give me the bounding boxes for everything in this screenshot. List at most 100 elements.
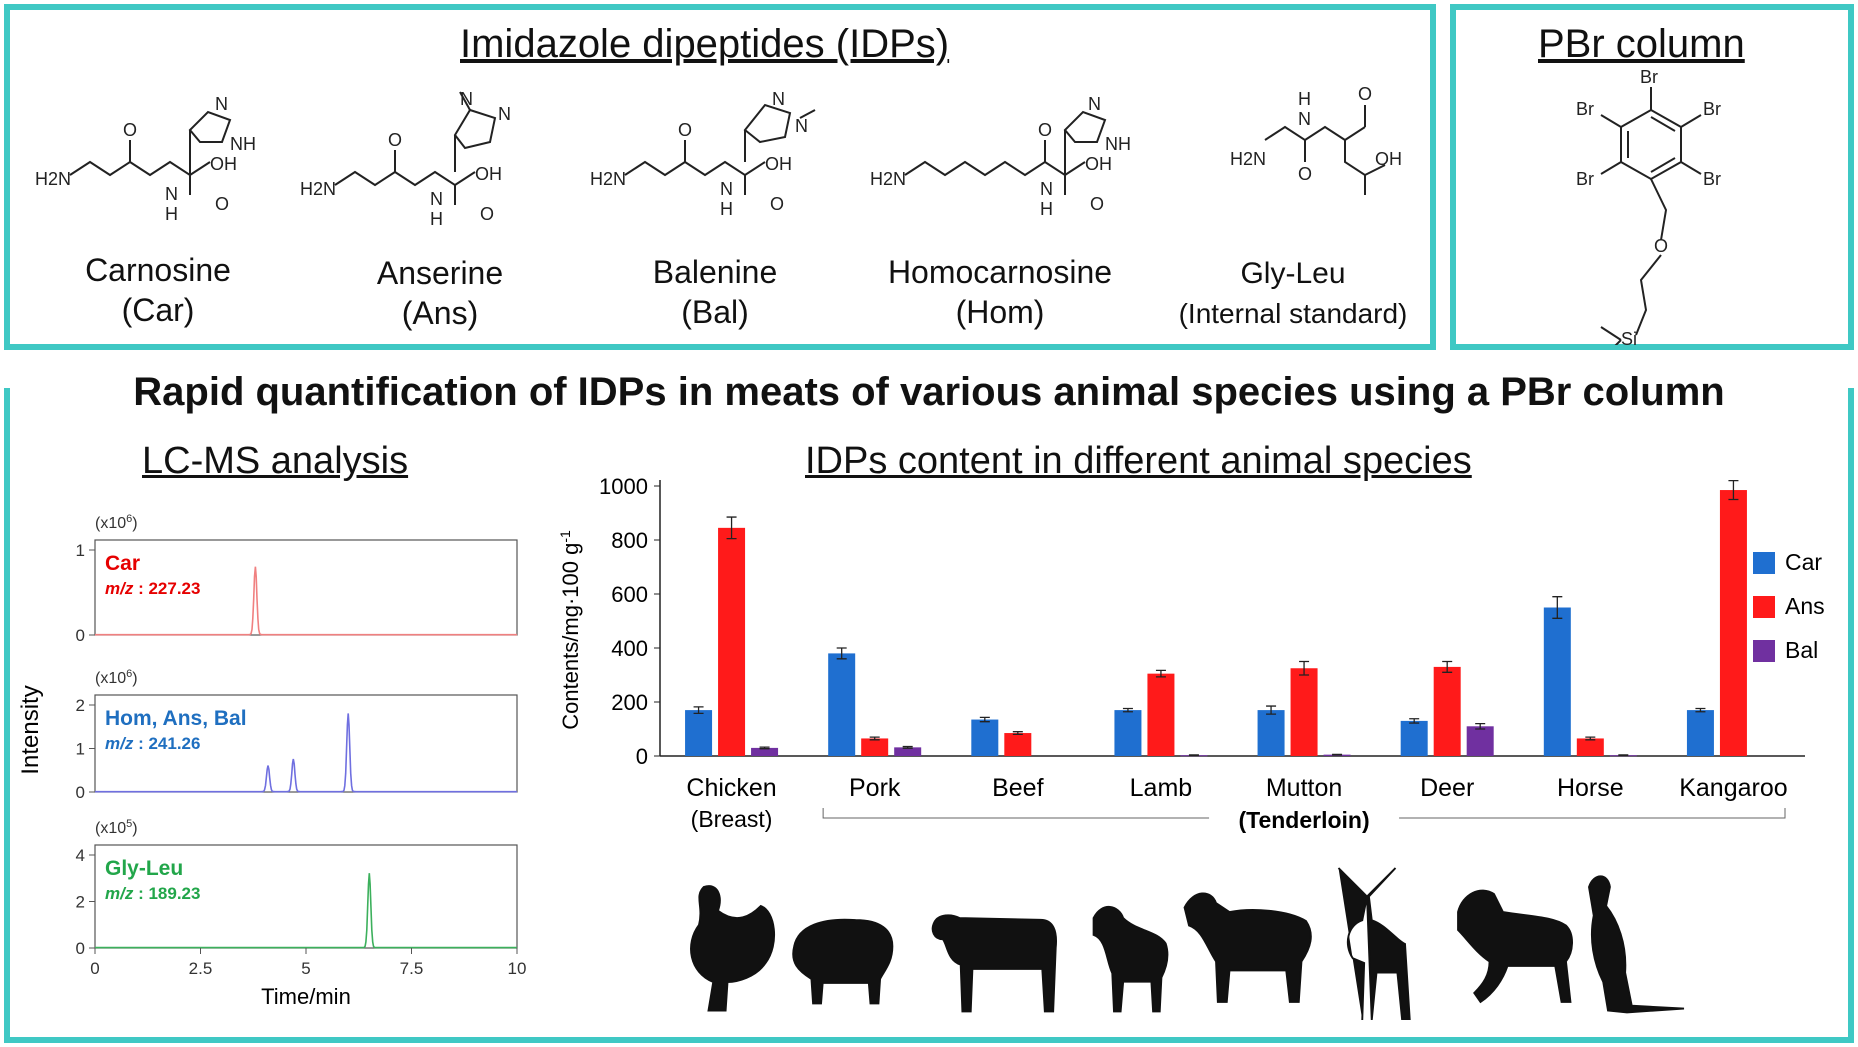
atom-label: O <box>1358 84 1372 104</box>
legend-swatch <box>1753 596 1775 618</box>
error-bar <box>726 516 737 540</box>
bar-car <box>828 653 856 756</box>
y-tick-label: 800 <box>611 528 648 553</box>
pbr-panel-title: PBr column <box>1538 22 1745 66</box>
horse-silhouette-shape <box>1457 889 1573 1004</box>
error-bar <box>1266 705 1277 715</box>
atom-label: H2N <box>300 179 336 199</box>
quantification-panel <box>4 388 1854 1043</box>
molecule-abbr: (Hom) <box>955 294 1045 330</box>
sheep-silhouette <box>1183 892 1312 1003</box>
pbr-structure-drawing: Br Br Br Br Br O Si <box>1576 67 1721 345</box>
molecule-homocarnosine: Homocarnosine (Hom) <box>860 252 1140 332</box>
error-bar <box>1188 754 1199 757</box>
error-bar <box>1409 718 1420 724</box>
error-bar <box>979 716 990 723</box>
molecule-anserine: Anserine (Ans) <box>340 253 540 333</box>
chromatogram-trace <box>95 566 517 636</box>
error-bar <box>1299 660 1310 676</box>
bar-ans <box>1719 490 1747 756</box>
x-tick-label: 7.5 <box>400 959 424 978</box>
x-tick-label: 10 <box>508 959 527 978</box>
atom-label: O <box>215 194 229 214</box>
molecule-name: Homocarnosine <box>887 254 1113 290</box>
error-bar <box>1695 707 1706 713</box>
atom-label: N <box>430 189 443 209</box>
intensity-scale: (x106) <box>95 668 138 687</box>
intensity-scale: (x106) <box>95 513 138 532</box>
bar-ans <box>1433 666 1461 756</box>
bar-ans <box>718 527 746 756</box>
lcms-ylabel: Intensity <box>20 685 44 774</box>
chromatogram-label: Hom, Ans, Bal <box>105 707 247 730</box>
atom-label: O <box>1038 120 1052 140</box>
error-bar <box>1728 479 1739 501</box>
atom-label: H2N <box>1230 149 1266 169</box>
molecule-gly-leu: Gly-Leu (Internal standard) <box>1148 254 1438 334</box>
atom-label: N <box>1298 109 1311 129</box>
y-tick-label: 600 <box>611 582 648 607</box>
bar-bal <box>894 747 922 756</box>
atom-label: N <box>165 184 178 204</box>
molecule-balenine: Balenine (Bal) <box>615 252 815 332</box>
y-tick-label: 2 <box>76 696 85 715</box>
lcms-title: LC-MS analysis <box>142 440 409 482</box>
atom-label: N <box>1088 94 1101 114</box>
atom-label: Br <box>1703 99 1721 119</box>
cow-silhouette <box>931 914 1058 1013</box>
sheep-silhouette-shape <box>1183 892 1312 1003</box>
atom-label: N <box>215 94 228 114</box>
lcms-xlabel: Time/min <box>261 984 351 1009</box>
animal-silhouettes <box>690 867 1685 1020</box>
molecule-abbr: (Ans) <box>401 295 479 331</box>
y-tick-label: 400 <box>611 636 648 661</box>
atom-label: NH <box>230 134 256 154</box>
idp-content-bar-chart: 0 200 400 600 800 1000 Contents/mg·100 g-1 Chic… <box>557 474 1825 833</box>
lamb-silhouette-shape <box>1092 905 1169 1013</box>
error-bar <box>1442 660 1453 673</box>
kangaroo-silhouette-shape <box>1588 875 1685 1014</box>
atom-label: OH <box>1375 149 1402 169</box>
bar-chart-title: IDPs content in different animal species <box>805 440 1472 482</box>
rooster-silhouette <box>690 885 776 1012</box>
molecule-name: Anserine <box>376 255 504 291</box>
x-tick-label: 0 <box>90 959 99 978</box>
tenderloin-bracket <box>822 808 1786 819</box>
molecule-name: Balenine <box>652 254 778 290</box>
y-tick-label: 0 <box>636 744 648 769</box>
atom-label: H <box>430 209 443 229</box>
y-tick-label: 200 <box>611 690 648 715</box>
error-bar <box>902 745 913 749</box>
chromatogram-label: Car <box>105 552 140 575</box>
atom-label: N <box>1040 179 1053 199</box>
bar-car <box>971 719 999 756</box>
bar-bal <box>1466 726 1494 756</box>
idp-structures-drawing: H2N N H O OH O N NH H2N N H O OH O N N H… <box>35 84 1402 229</box>
bar-car <box>1114 710 1142 756</box>
category-label: Kangaroo <box>1679 774 1787 802</box>
bar-ylabel: Contents/mg·100 g-1 <box>557 530 583 730</box>
error-bar <box>1475 722 1486 730</box>
atom-label: OH <box>475 164 502 184</box>
error-bar <box>1122 707 1133 713</box>
tenderloin-label: (Tenderloin) <box>1238 807 1369 833</box>
molecule-abbr: (Car) <box>121 292 195 328</box>
atom-label: H <box>165 204 178 224</box>
legend-swatch <box>1753 640 1775 662</box>
idp-panel-title: Imidazole dipeptides (IDPs) <box>460 22 950 66</box>
chromatogram-trace <box>95 873 517 949</box>
error-bar <box>836 647 847 660</box>
kangaroo-silhouette <box>1588 875 1685 1014</box>
error-bar <box>759 746 770 750</box>
main-title: Rapid quantification of IDPs in meats of… <box>133 370 1725 414</box>
molecule-name: Carnosine <box>85 252 231 288</box>
error-bar <box>1332 753 1343 756</box>
legend-swatch <box>1753 552 1775 574</box>
bar-car <box>1257 710 1285 756</box>
molecule-abbr: (Bal) <box>681 294 749 330</box>
y-tick-label: 1 <box>76 740 85 759</box>
error-bar <box>1155 669 1166 678</box>
atom-label: OH <box>1085 154 1112 174</box>
bar-ans <box>861 738 889 756</box>
atom-label: O <box>480 204 494 224</box>
